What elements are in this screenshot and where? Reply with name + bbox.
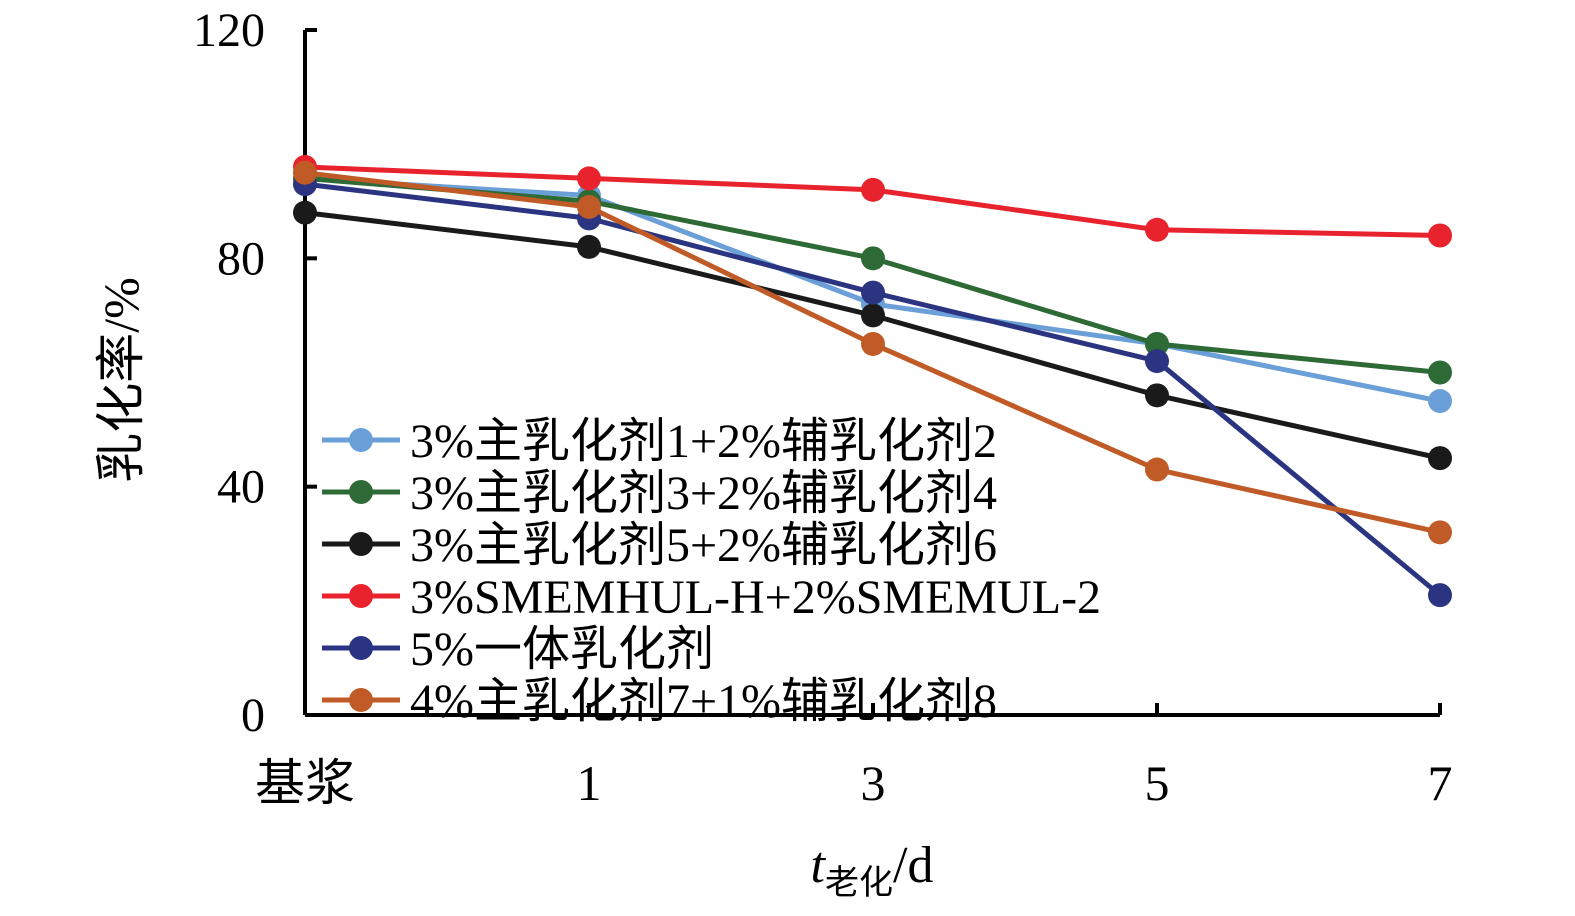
y-tick-label: 120 (193, 4, 265, 57)
legend-item: 5%一体乳化剂 (322, 623, 714, 676)
x-tick-label: 1 (577, 755, 602, 811)
legend-item: 3%主乳化剂5+2%辅乳化剂6 (322, 519, 997, 572)
x-tick-label: 7 (1428, 755, 1453, 811)
legend-marker (349, 584, 373, 608)
y-tick-label: 80 (217, 232, 265, 285)
legend-label: 4%主乳化剂7+1%辅乳化剂8 (410, 675, 997, 728)
legend-marker (349, 636, 373, 660)
data-point (1428, 583, 1452, 608)
legend-label: 3%主乳化剂3+2%辅乳化剂4 (410, 467, 997, 520)
legend-item: 4%主乳化剂7+1%辅乳化剂8 (322, 675, 997, 728)
legend-marker (349, 480, 373, 504)
axes: 0 40 80 120 基浆 1 3 5 7 (193, 4, 1453, 811)
data-point (293, 160, 317, 185)
series-layer (293, 155, 1452, 608)
legend-item: 3%主乳化剂3+2%辅乳化剂4 (322, 467, 997, 520)
legend-label: 3%SMEMHUL-H+2%SMEMUL-2 (410, 571, 1101, 624)
x-tick-label: 3 (861, 755, 886, 811)
x-axis-label: t老化/d (811, 837, 934, 902)
legend: 3%主乳化剂1+2%辅乳化剂23%主乳化剂3+2%辅乳化剂43%主乳化剂5+2%… (322, 415, 1101, 728)
legend-marker (349, 532, 373, 556)
x-tick-label: 5 (1145, 755, 1170, 811)
data-point (861, 280, 885, 305)
data-point (1428, 389, 1452, 414)
y-axis-label: 乳化率/% (93, 277, 149, 483)
data-point (861, 246, 885, 271)
data-point (577, 234, 601, 259)
data-point (1428, 360, 1452, 385)
legend-marker (349, 428, 373, 452)
data-point (1145, 217, 1169, 242)
data-point (1145, 457, 1169, 482)
y-tick-label: 0 (241, 689, 265, 742)
y-tick-label: 40 (217, 461, 265, 514)
x-axis-label-unit: /d (893, 837, 933, 894)
legend-item: 3%主乳化剂1+2%辅乳化剂2 (322, 415, 997, 468)
data-point (577, 194, 601, 219)
series-3 (293, 200, 1452, 471)
data-point (861, 331, 885, 356)
series-6 (293, 160, 1452, 545)
legend-label: 5%一体乳化剂 (410, 623, 714, 676)
x-axis-label-main: t (811, 837, 827, 894)
data-point (577, 166, 601, 191)
data-point (1145, 383, 1169, 408)
legend-label: 3%主乳化剂1+2%辅乳化剂2 (410, 415, 997, 468)
data-point (1428, 223, 1452, 248)
data-point (1428, 520, 1452, 545)
x-axis-label-sub: 老化 (825, 864, 893, 902)
data-point (861, 177, 885, 202)
data-point (1145, 331, 1169, 356)
legend-item: 3%SMEMHUL-H+2%SMEMUL-2 (322, 571, 1101, 624)
data-point (293, 200, 317, 225)
legend-marker (349, 688, 373, 712)
x-tick-label: 基浆 (255, 755, 355, 811)
legend-label: 3%主乳化剂5+2%辅乳化剂6 (410, 519, 997, 572)
data-point (861, 303, 885, 328)
data-point (1145, 349, 1169, 374)
data-point (1428, 446, 1452, 471)
axis-labels: 乳化率/% t老化/d (93, 277, 933, 902)
